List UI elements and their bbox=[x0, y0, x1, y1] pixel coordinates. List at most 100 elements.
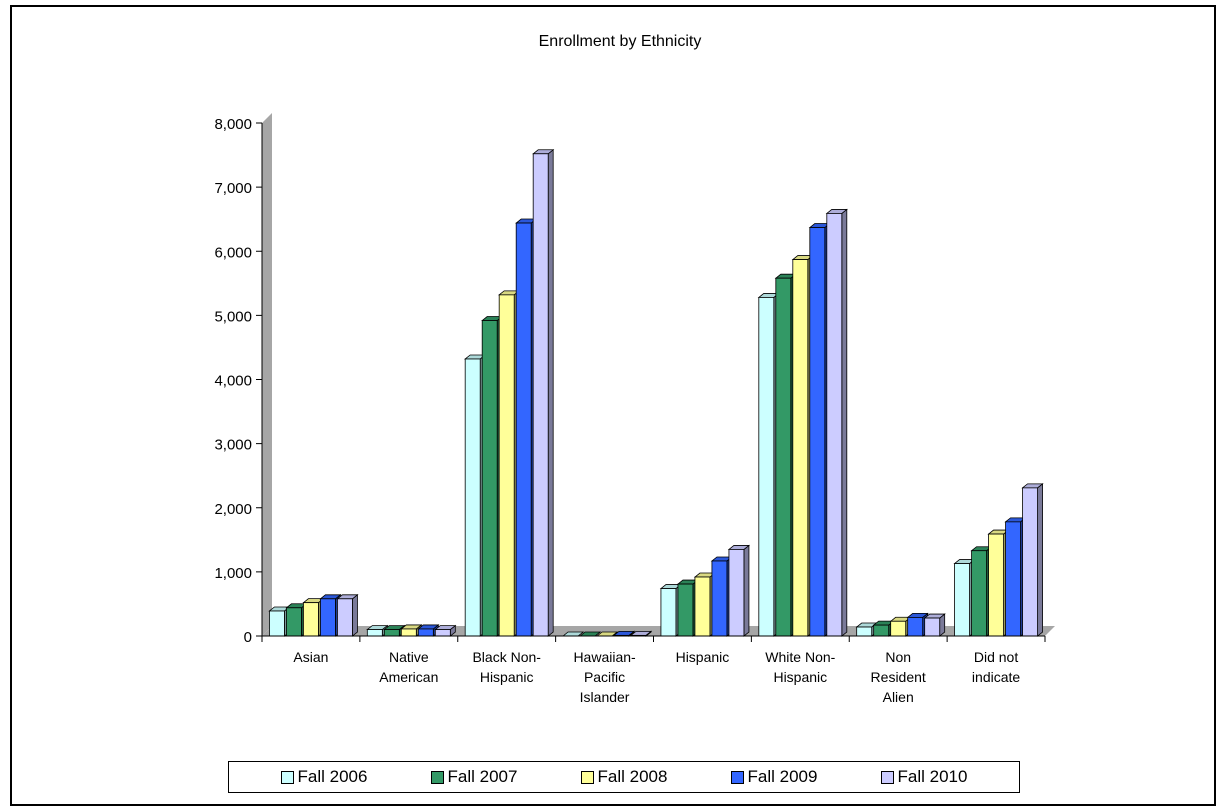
y-tick-label: 5,000 bbox=[214, 308, 252, 325]
bar-front bbox=[988, 533, 1004, 637]
bar-front bbox=[758, 297, 775, 637]
bar bbox=[923, 613, 946, 637]
legend-swatch bbox=[580, 770, 594, 784]
bar-front bbox=[337, 598, 353, 637]
bar-front bbox=[400, 628, 417, 637]
bar-front bbox=[677, 583, 694, 637]
x-category-label: White Non- Hispanic bbox=[765, 649, 835, 685]
bar-front bbox=[971, 550, 987, 637]
y-tick-label: 6,000 bbox=[214, 244, 252, 261]
bar-front bbox=[711, 560, 728, 637]
bar-front bbox=[694, 576, 711, 637]
bar bbox=[825, 208, 848, 637]
bar-front bbox=[1022, 487, 1038, 637]
chart-legend: Fall 2006 Fall 2007 Fall 2008 Fall 2009 Fall… bbox=[228, 761, 1020, 793]
x-category-label-line: Hawaiian- bbox=[573, 649, 636, 665]
x-category-label-line: Asian bbox=[293, 649, 328, 665]
bar bbox=[268, 606, 291, 637]
legend-swatch bbox=[430, 770, 444, 784]
bar-front bbox=[481, 320, 498, 637]
y-tick-label: 0 bbox=[244, 629, 252, 646]
bar bbox=[727, 544, 751, 637]
chart-labels: 0 1,000 2,000 3,000 4,000 5,000 6,000 7,000 8,00… bbox=[214, 116, 1020, 705]
bar-front bbox=[792, 259, 809, 637]
side-wall bbox=[262, 113, 272, 636]
x-category-label-line: Hispanic bbox=[676, 649, 730, 665]
y-tick-label: 2,000 bbox=[214, 501, 252, 518]
bar-front bbox=[498, 294, 515, 637]
x-category-label: Non Resident Alien bbox=[871, 649, 926, 705]
bar bbox=[336, 593, 359, 637]
bar-front bbox=[924, 617, 941, 637]
y-tick-label: 4,000 bbox=[214, 373, 252, 390]
bar-front bbox=[434, 629, 451, 637]
bar-front bbox=[809, 227, 826, 637]
bar-front bbox=[907, 617, 924, 637]
bar-front bbox=[873, 624, 890, 637]
x-category-label-line: Hispanic bbox=[773, 669, 827, 685]
bar-front bbox=[856, 626, 873, 637]
x-category-label: Asian bbox=[293, 649, 328, 665]
bar-front bbox=[775, 277, 792, 637]
x-category-label: Black Non- Hispanic bbox=[472, 649, 541, 685]
x-category-label-line: Pacific bbox=[584, 669, 625, 685]
bar-side bbox=[841, 208, 848, 637]
bar-front bbox=[286, 607, 302, 637]
bar-front bbox=[532, 153, 549, 637]
y-tick-label: 8,000 bbox=[214, 116, 252, 133]
bar-front bbox=[320, 598, 336, 637]
x-category-label: Did not indicate bbox=[972, 649, 1020, 685]
x-category-label: Hispanic bbox=[676, 649, 730, 665]
bar-front bbox=[383, 629, 400, 637]
x-category-label-line: Black Non- bbox=[472, 649, 541, 665]
x-category-label-line: Islander bbox=[580, 689, 630, 705]
x-category-label-line: White Non- bbox=[765, 649, 835, 665]
bar-front bbox=[464, 358, 481, 637]
x-category-label-line: Did not bbox=[974, 649, 1018, 665]
legend-item: Fall 2008 bbox=[580, 767, 667, 787]
bar-side bbox=[743, 544, 750, 637]
legend-swatch bbox=[280, 770, 294, 784]
legend-item: Fall 2010 bbox=[880, 767, 968, 787]
legend-item: Fall 2006 bbox=[280, 767, 367, 787]
bar-front bbox=[303, 602, 319, 637]
legend-item: Fall 2007 bbox=[430, 767, 517, 787]
bar-front bbox=[660, 588, 677, 637]
bar-front bbox=[954, 563, 970, 637]
y-tick-label: 1,000 bbox=[214, 565, 252, 582]
bar-front bbox=[366, 629, 383, 637]
x-category-label: Hawaiian- Pacific Islander bbox=[573, 649, 636, 705]
x-category-label-line: indicate bbox=[972, 669, 1020, 685]
legend-swatch bbox=[730, 770, 744, 784]
legend-label: Fall 2010 bbox=[897, 767, 968, 786]
bar-side bbox=[352, 593, 358, 637]
chart-axes bbox=[256, 122, 1046, 642]
x-category-label-line: Hispanic bbox=[480, 669, 534, 685]
bar bbox=[561, 631, 585, 637]
legend-label: Fall 2009 bbox=[747, 767, 818, 786]
bar-side bbox=[1037, 483, 1043, 637]
bar bbox=[532, 148, 555, 637]
y-tick-label: 7,000 bbox=[214, 180, 252, 197]
x-category-label-line: Resident bbox=[871, 669, 926, 685]
chart-title: Enrollment by Ethnicity bbox=[539, 33, 702, 50]
bar-front bbox=[890, 620, 907, 637]
chart-back-walls bbox=[262, 113, 1055, 636]
bar-front bbox=[826, 213, 843, 637]
bar-side bbox=[547, 148, 554, 637]
x-category-label-line: Native bbox=[389, 649, 429, 665]
chart-bars bbox=[268, 148, 1044, 637]
bar bbox=[434, 624, 457, 637]
x-category-label-line: American bbox=[379, 669, 438, 685]
bar-front bbox=[417, 628, 434, 637]
x-category-label-line: Non bbox=[885, 649, 911, 665]
bar-front bbox=[269, 610, 285, 637]
bar-front bbox=[515, 222, 532, 637]
x-category-label: Native American bbox=[379, 649, 438, 685]
legend-swatch bbox=[880, 770, 894, 784]
chart-frame bbox=[10, 5, 1216, 806]
y-tick-label: 3,000 bbox=[214, 437, 252, 454]
bar bbox=[383, 624, 406, 637]
bar-front bbox=[1005, 521, 1021, 637]
